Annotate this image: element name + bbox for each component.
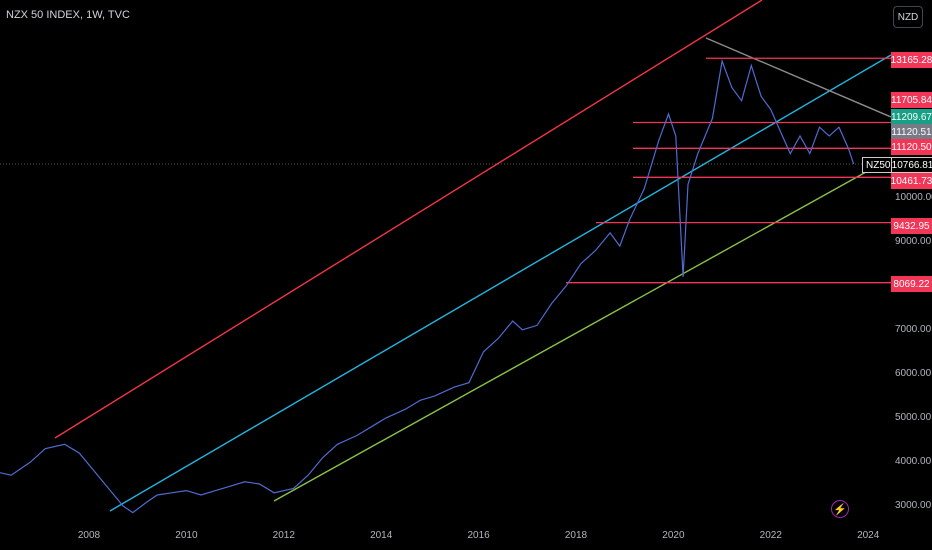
x-axis-tick-label: 2012 — [272, 530, 295, 541]
price-level-label: 11120.51 — [891, 124, 932, 140]
chart-title: NZX 50 INDEX, 1W, TVC — [6, 9, 130, 21]
price-level-label: 9432.95 — [891, 218, 932, 234]
y-axis-tick-label: 3000.00 — [895, 500, 932, 511]
y-axis-tick-label: 9000.00 — [895, 235, 932, 247]
x-axis-tick-label: 2010 — [175, 530, 198, 541]
upper-channel-line — [54, 0, 763, 439]
currency-button[interactable]: NZD — [893, 6, 923, 28]
price-level-label: 11209.67 — [891, 109, 932, 125]
lightning-icon[interactable]: ⚡ — [831, 500, 849, 518]
mid-channel-line — [109, 54, 892, 512]
y-axis-tick-label: 5000.00 — [895, 411, 932, 423]
x-axis-tick-label: 2018 — [564, 530, 588, 541]
y-axis-tick-label: 10000.00 — [895, 191, 932, 203]
x-axis-tick-label: 2024 — [857, 530, 880, 541]
y-axis-tick-label: 6000.00 — [895, 367, 932, 379]
x-axis-tick-label: 2022 — [759, 530, 782, 541]
price-level-label: 10461.73 — [891, 173, 932, 189]
x-axis-tick-label: 2020 — [662, 530, 685, 541]
y-axis-tick-label: 4000.00 — [895, 455, 932, 467]
price-level-label: 11120.50 — [891, 139, 932, 155]
x-axis-tick-label: 2014 — [370, 530, 393, 541]
price-level-label: 13165.28 — [891, 52, 932, 68]
price-level-label: 8069.22 — [891, 276, 932, 292]
downtrend-line — [705, 37, 892, 118]
current-price-badge: 10766.81 — [891, 157, 932, 173]
lower-channel-line — [273, 171, 867, 502]
x-axis-tick-label: 2008 — [77, 530, 101, 541]
price-series-line — [0, 58, 855, 514]
price-level-label: 11705.84 — [891, 92, 932, 108]
x-axis-tick-label: 2016 — [467, 530, 490, 541]
y-axis-tick-label: 7000.00 — [895, 323, 932, 335]
